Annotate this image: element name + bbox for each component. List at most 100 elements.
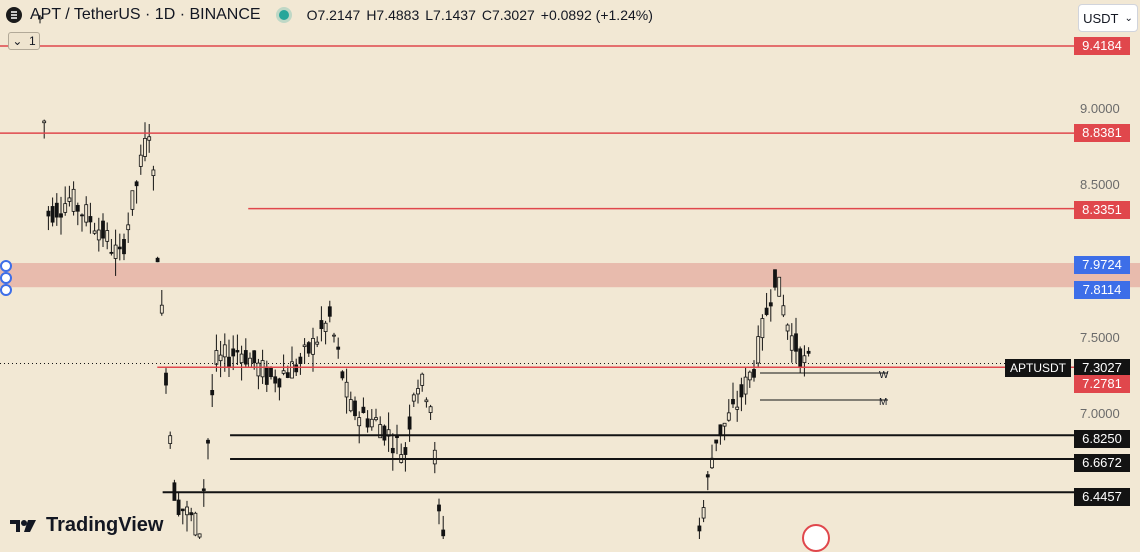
symbol-title[interactable]: APT / TetherUS · 1D · BINANCE [30,6,261,23]
candle-body [315,341,320,345]
candle-body [323,322,328,332]
candle-body [227,356,231,368]
zone-handle[interactable] [0,284,12,296]
candle-body [365,418,370,428]
candle-body [130,190,135,210]
candle-body [781,305,786,316]
candle-body [239,353,244,364]
candle-body [264,366,269,385]
candle-body [760,318,765,339]
candle-body [336,346,341,350]
high-value: H7.4883 [366,7,420,23]
candle-body [441,529,446,537]
price-chart[interactable] [0,0,1140,539]
monthly-mark-label: M [879,397,888,408]
candle-body [340,371,345,379]
candle-body [38,16,42,20]
chevron-down-icon: ⌄ [1124,12,1133,24]
candle-body [281,370,286,374]
candle-body [798,348,803,368]
candle-body [726,412,731,421]
zone-handle[interactable] [0,260,12,272]
level-tag[interactable]: 8.3351 [1074,201,1130,219]
candle-body [256,362,261,377]
candle-body [714,439,719,444]
candle-body [159,304,164,314]
candle-body [168,435,173,444]
candle-body [437,504,441,512]
candle-body [806,350,811,354]
candle-body [319,320,324,330]
us-flag-icon[interactable] [802,524,830,552]
indicator-collapse-button[interactable]: ⌄ 1 [8,32,40,50]
chart-header: APT / TetherUS · 1D · BINANCE O7.2147 H7… [0,0,1070,30]
candle-body [59,213,63,218]
candle-body [50,206,55,223]
weekly-mark-label: W [879,370,889,381]
level-tag[interactable]: 9.4184 [1074,37,1130,55]
indicator-count: 1 [29,34,36,48]
symbol-price-tag: APTUSDT [1005,359,1071,377]
candle-body [92,230,97,234]
candle-body [155,257,160,263]
level-tag[interactable]: 6.4457 [1074,488,1130,506]
market-status-dot [278,10,289,20]
candle-body [138,154,143,167]
candle-body [752,369,756,378]
candle-body [348,399,353,412]
axis-tick-label: 9.0000 [1080,101,1120,116]
candle-body [382,425,387,441]
level-tag[interactable]: 6.6672 [1074,454,1130,472]
candle-body [122,239,126,255]
candle-body [197,533,202,538]
axis-tick-label: 7.5000 [1080,330,1120,345]
candle-body [222,344,227,358]
level-tag[interactable]: 8.8381 [1074,124,1130,142]
candle-body [75,204,80,212]
candle-body [731,399,735,405]
candle-body [96,229,101,241]
candle-body [193,512,198,536]
zone-bottom-tag[interactable]: 7.8114 [1074,281,1130,299]
candle-body [180,508,185,512]
level-tag[interactable]: 6.8250 [1074,430,1130,448]
candle-body [353,400,357,417]
candle-body [403,447,408,455]
candle-body [214,350,219,365]
currency-select[interactable]: USDT ⌄ [1078,4,1138,32]
zone-handle[interactable] [0,272,12,284]
candle-body [277,378,282,388]
candle-body [697,525,702,532]
candle-body [126,224,131,231]
candle-body [705,474,710,478]
candle-body [231,348,236,357]
symbol-logo-icon [6,7,22,23]
level-tag[interactable]: 7.2781 [1074,375,1130,393]
candle-body [407,416,412,430]
candle-body [143,138,147,157]
candle-body [428,406,433,413]
zone-top-tag[interactable]: 7.9724 [1074,256,1130,274]
candle-body [134,181,139,187]
candle-body [113,244,118,259]
candle-body [357,417,362,427]
candle-body [735,406,740,410]
candle-body [802,355,807,364]
candle-body [789,335,794,351]
candle-body [411,394,416,402]
candle-body [344,381,349,398]
candle-body [424,399,429,403]
candle-body [361,406,366,414]
candle-body [764,307,769,315]
candle-body [756,336,761,364]
axis-tick-label: 8.5000 [1080,177,1120,192]
candle-body [185,506,189,516]
candle-body [243,350,248,365]
candle-body [88,216,93,223]
candle-body [46,210,51,217]
candle-body [176,499,181,515]
candle-body [743,376,748,395]
candle-body [773,269,777,288]
candle-body [332,334,336,337]
candle-body [63,203,68,213]
